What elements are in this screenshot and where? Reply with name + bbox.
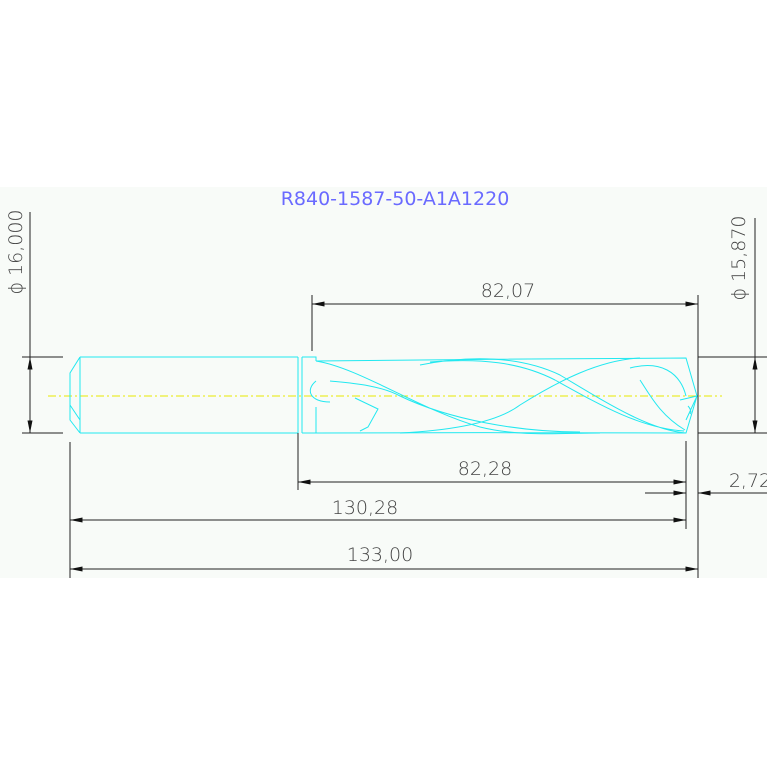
dim-tip-diameter: ϕ 15,870 bbox=[698, 215, 767, 434]
drawing-title: R840-1587-50-A1A1220 bbox=[281, 188, 510, 210]
dim-shank-diameter: ϕ 16,000 bbox=[5, 209, 63, 434]
flute-2 bbox=[419, 358, 687, 434]
tip-diameter-label: ϕ 15,870 bbox=[728, 215, 750, 300]
overall-length-label: 133,00 bbox=[347, 544, 413, 566]
flute-3 bbox=[399, 357, 687, 434]
dim-point-length: 2,72 bbox=[645, 470, 767, 496]
shank bbox=[69, 356, 298, 434]
flute-length-label: 82,07 bbox=[481, 280, 535, 302]
flute-1 bbox=[315, 360, 601, 435]
flute-relief bbox=[309, 379, 698, 432]
drill-outline bbox=[69, 356, 698, 435]
dim-flute-length: 82,07 bbox=[311, 280, 699, 578]
dim-body-length: 82,28 bbox=[297, 433, 687, 529]
body-length-label: 82,28 bbox=[458, 458, 512, 480]
point-length-label: 2,72 bbox=[729, 470, 767, 492]
collar bbox=[297, 356, 317, 434]
shank-diameter-label: ϕ 16,000 bbox=[5, 209, 27, 294]
length-to-corner-label: 130,28 bbox=[332, 497, 398, 519]
drawing-sheet bbox=[0, 187, 767, 578]
dim-length-to-corner: 130,28 bbox=[69, 442, 686, 578]
dim-overall-length: 133,00 bbox=[70, 544, 698, 572]
